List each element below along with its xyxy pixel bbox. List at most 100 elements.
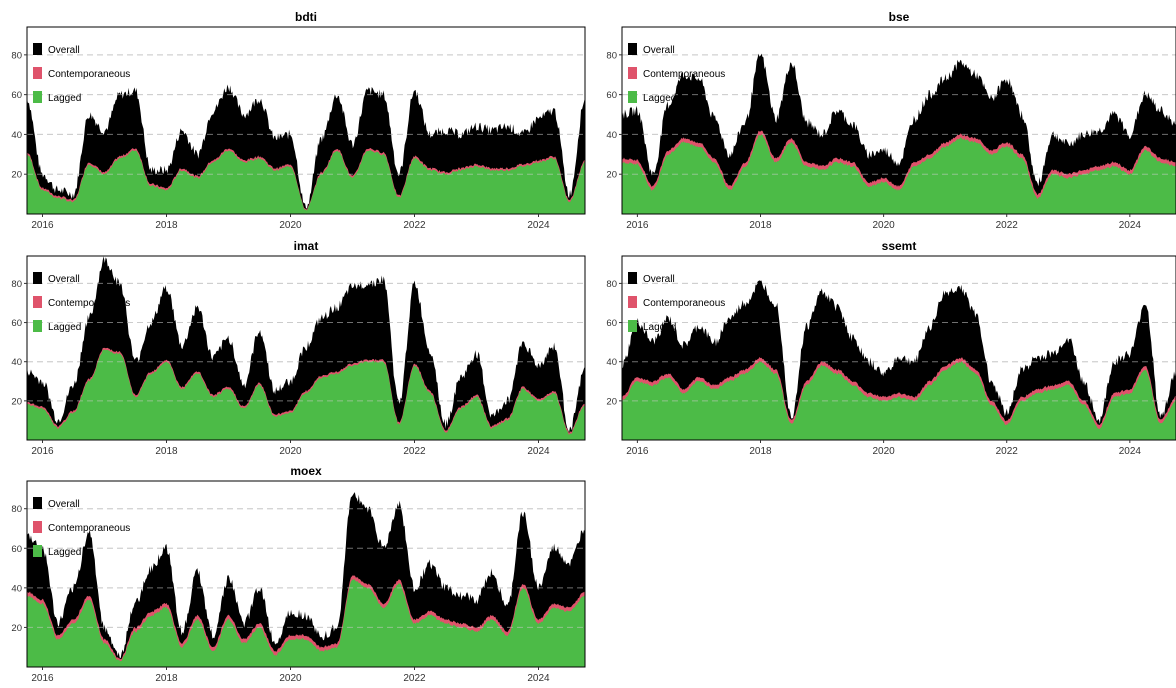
series-lagged [622, 360, 1176, 440]
legend-swatch [628, 320, 637, 332]
x-tick-label: 2024 [527, 673, 550, 684]
legend-swatch [33, 43, 42, 55]
legend: Overall Contemporaneous Lagged [628, 272, 725, 333]
legend-label: Overall [48, 499, 80, 510]
y-tick-label: 60 [11, 544, 22, 555]
legend: Overall Contemporaneous Lagged [33, 272, 130, 333]
panel-border [621, 255, 1176, 441]
series-lagged [622, 134, 1176, 214]
panel-bdti: bdti 20 40 60 80 2016 2018 2020 2022 2024 Overall C… [11, 10, 586, 231]
y-tick-label: 40 [11, 583, 22, 594]
x-tick-label: 2024 [527, 446, 550, 457]
y-tick-label: 80 [606, 50, 617, 61]
x-tick-label: 2016 [31, 446, 54, 457]
legend-swatch [33, 521, 42, 533]
panel-border [26, 255, 586, 441]
panel-moex: moex 20 40 60 80 2016 2018 2020 2022 2024 Overall C… [11, 464, 586, 684]
legend-swatch [33, 545, 42, 557]
legend-label: Lagged [48, 547, 81, 558]
legend-label: Overall [48, 274, 80, 285]
y-tick-label: 20 [606, 170, 617, 181]
y-tick-label: 60 [11, 90, 22, 101]
x-tick-label: 2018 [155, 673, 178, 684]
x-tick-label: 2024 [527, 220, 550, 231]
x-tick-label: 2018 [155, 446, 178, 457]
x-tick-label: 2020 [872, 446, 895, 457]
x-tick-label: 2022 [996, 446, 1019, 457]
x-tick-label: 2020 [872, 220, 895, 231]
legend: Overall Contemporaneous Lagged [33, 43, 130, 104]
series-lagged [27, 349, 585, 440]
legend-swatch [33, 497, 42, 509]
legend-swatch [628, 91, 637, 103]
y-tick-label: 20 [11, 170, 22, 181]
y-tick-label: 20 [11, 623, 22, 634]
x-tick-label: 2016 [626, 446, 649, 457]
legend-label: Lagged [48, 322, 81, 333]
x-tick-label: 2022 [996, 220, 1019, 231]
panel-ssemt: ssemt 20 40 60 80 2016 2018 2020 2022 2024 Overall… [606, 239, 1176, 457]
panel-bse: bse 20 40 60 80 2016 2018 2020 2022 2024 Overall Co… [606, 10, 1176, 231]
y-tick-label: 40 [11, 357, 22, 368]
panel-border [621, 26, 1176, 215]
legend-swatch [33, 272, 42, 284]
y-tick-label: 40 [606, 357, 617, 368]
legend-swatch [628, 272, 637, 284]
panel-border [26, 480, 586, 668]
y-tick-label: 60 [11, 318, 22, 329]
panel-imat: imat 20 40 60 80 2016 2018 2020 2022 2024 Overall C… [11, 239, 586, 457]
panel-title: bse [889, 10, 910, 24]
legend: Overall Contemporaneous Lagged [628, 43, 725, 104]
x-tick-label: 2022 [403, 220, 426, 231]
x-tick-label: 2018 [749, 220, 772, 231]
y-tick-label: 80 [11, 279, 22, 290]
y-tick-label: 40 [11, 130, 22, 141]
x-tick-label: 2016 [31, 220, 54, 231]
legend-swatch [628, 43, 637, 55]
y-tick-label: 60 [606, 90, 617, 101]
legend-swatch [628, 296, 637, 308]
panel-title: moex [290, 464, 322, 478]
x-tick-label: 2020 [279, 220, 302, 231]
legend-swatch [628, 67, 637, 79]
legend-label: Contemporaneous [48, 69, 130, 80]
x-tick-label: 2024 [1119, 446, 1142, 457]
y-tick-label: 20 [11, 396, 22, 407]
legend-label: Lagged [48, 93, 81, 104]
y-tick-label: 80 [11, 504, 22, 515]
legend-label: Overall [48, 45, 80, 56]
panel-title: imat [294, 239, 319, 253]
legend-swatch [33, 320, 42, 332]
x-tick-label: 2018 [155, 220, 178, 231]
legend-label: Contemporaneous [48, 523, 130, 534]
x-tick-label: 2020 [279, 673, 302, 684]
series-lagged [27, 150, 585, 214]
x-tick-label: 2022 [403, 446, 426, 457]
x-tick-label: 2020 [279, 446, 302, 457]
y-tick-label: 20 [606, 396, 617, 407]
y-tick-label: 80 [11, 50, 22, 61]
y-tick-label: 40 [606, 130, 617, 141]
x-tick-label: 2016 [626, 220, 649, 231]
x-tick-label: 2024 [1119, 220, 1142, 231]
legend-swatch [33, 67, 42, 79]
legend-label: Overall [643, 274, 675, 285]
x-tick-label: 2016 [31, 673, 54, 684]
legend-swatch [33, 296, 42, 308]
panel-title: ssemt [882, 239, 917, 253]
x-tick-label: 2022 [403, 673, 426, 684]
legend-label: Overall [643, 45, 675, 56]
x-tick-label: 2018 [749, 446, 772, 457]
panel-border [26, 26, 586, 215]
y-tick-label: 60 [606, 318, 617, 329]
legend-label: Contemporaneous [643, 69, 725, 80]
legend-label: Contemporaneous [643, 298, 725, 309]
legend-label: Lagged [643, 93, 676, 104]
legend-label: Lagged [643, 322, 676, 333]
legend-label: Contemporaneous [48, 298, 130, 309]
panel-title: bdti [295, 10, 317, 24]
y-tick-label: 80 [606, 279, 617, 290]
series-lagged [27, 579, 585, 667]
legend: Overall Contemporaneous Lagged [33, 497, 130, 558]
